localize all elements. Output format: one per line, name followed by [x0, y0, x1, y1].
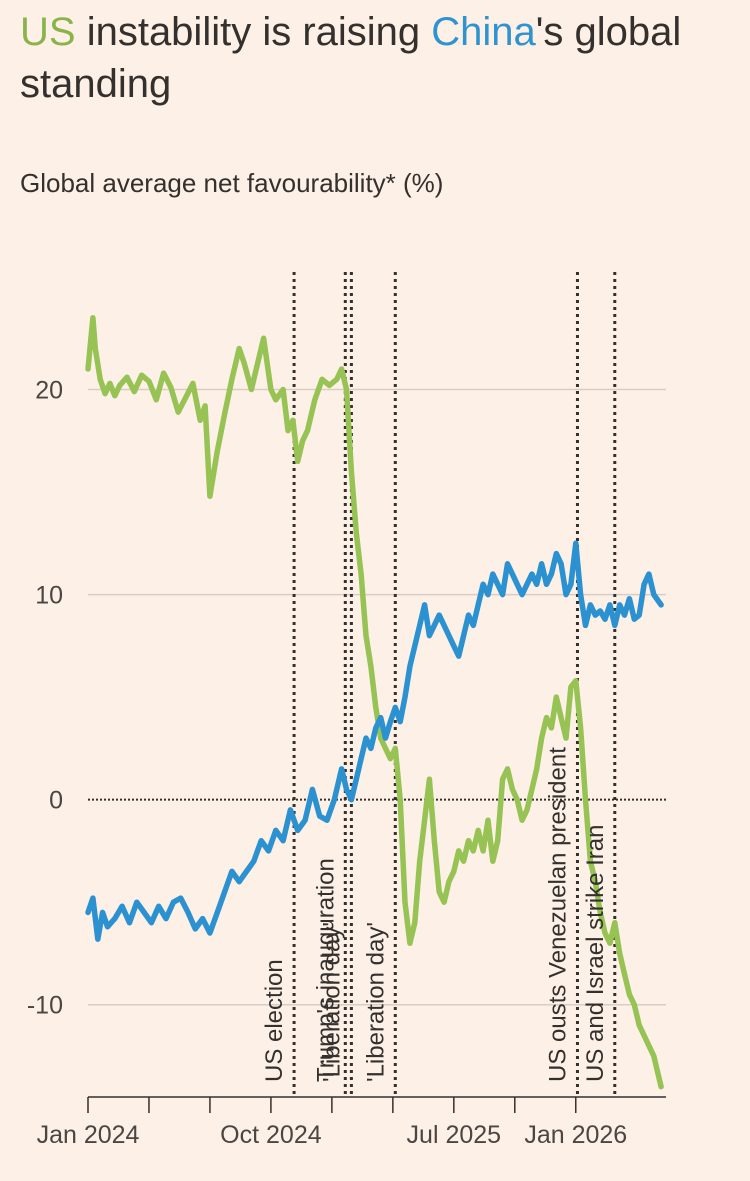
event-label: Trump's inauguration: [312, 858, 339, 1082]
x-tick-label: Jan 2026: [524, 1121, 627, 1149]
chart-subtitle: Global average net favourability* (%): [20, 168, 444, 198]
event-label: US election: [261, 959, 288, 1082]
event-label: 'Liberation day': [362, 922, 389, 1082]
title-us-word: US: [20, 10, 76, 54]
chart-title: US instability is raising China's global…: [20, 6, 740, 110]
event-labels: US election Trump's inauguration'Liberati…: [261, 747, 609, 1082]
event-label: US and Israel strike Iran: [582, 825, 609, 1082]
event-markers: [292, 272, 617, 1097]
title-end-text: 's global standing: [20, 10, 682, 106]
event-label: 'Liberation day': [318, 922, 345, 1082]
data-series: [85, 315, 664, 1090]
series-line-us: [85, 315, 664, 1090]
title-middle-text: instability is raising: [75, 10, 432, 54]
y-tick-label: 20: [35, 377, 63, 405]
axes: -10 0 10 20 Jan 2024 Oct 2024 Jul 2025 Jan 2026: [27, 377, 666, 1149]
x-tick-label: Oct 2024: [220, 1121, 322, 1149]
x-tick-label: Jul 2025: [407, 1121, 502, 1149]
y-tick-label: 10: [35, 582, 63, 610]
y-tick-label: -10: [27, 992, 63, 1020]
y-tick-label: 0: [49, 787, 63, 815]
gridlines: [88, 388, 666, 1006]
series-line-china: [85, 540, 664, 942]
x-tick-label: Jan 2024: [37, 1121, 140, 1149]
title-china-word: China: [431, 10, 536, 54]
event-label: US ousts Venezuelan president: [544, 747, 571, 1082]
